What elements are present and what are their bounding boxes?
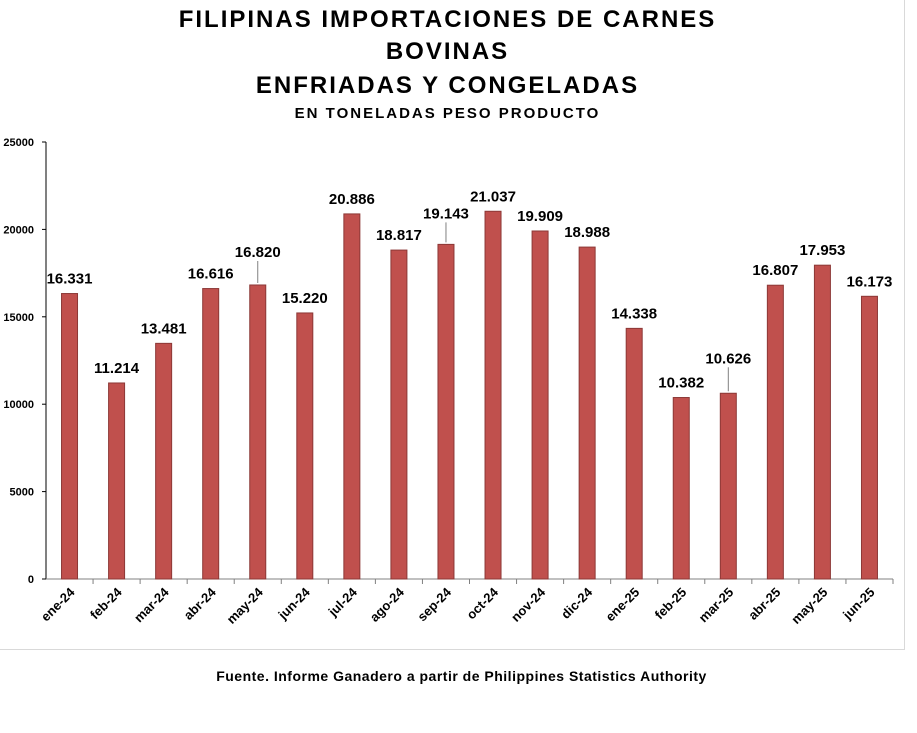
bar: [296, 312, 314, 580]
data-label: 16.173: [847, 273, 893, 290]
data-label: 16.616: [188, 266, 234, 283]
data-label: 10.626: [705, 350, 751, 367]
x-tick-label: mar-25: [696, 585, 737, 626]
x-tick-label: may-24: [224, 584, 267, 627]
x-tick-label: abr-25: [745, 585, 783, 623]
x-tick-label: dic-24: [558, 584, 596, 622]
bar: [578, 246, 596, 580]
data-label: 16.820: [235, 244, 281, 261]
bar: [61, 293, 79, 580]
x-tick-label: jul-24: [325, 584, 361, 620]
bar: [108, 382, 126, 580]
bar: [860, 295, 878, 580]
x-tick-label: abr-24: [181, 584, 220, 623]
bar: [155, 342, 173, 580]
data-label: 18.817: [376, 227, 422, 244]
data-label: 20.886: [329, 191, 375, 208]
y-tick-label: 0: [28, 574, 34, 586]
data-label: 14.338: [611, 305, 657, 322]
x-tick-label: sep-24: [414, 584, 454, 624]
y-tick-label: 20000: [3, 224, 34, 236]
bar: [766, 284, 784, 580]
x-tick-label: ene-25: [603, 585, 643, 625]
data-label: 18.988: [564, 224, 610, 241]
bar: [202, 288, 220, 580]
bar: [343, 213, 361, 580]
data-label: 16.807: [752, 262, 798, 279]
bar: [719, 392, 737, 580]
x-tick-label: nov-24: [508, 584, 549, 625]
bar: [249, 284, 267, 580]
chart-title-line-2: BOVINAS: [385, 38, 510, 65]
y-tick-label: 5000: [10, 487, 34, 499]
x-tick-label: feb-25: [652, 585, 690, 623]
y-tick-label: 25000: [3, 137, 34, 149]
x-tick-label: oct-24: [463, 584, 501, 622]
data-label: 16.331: [47, 271, 93, 288]
x-tick-label: ago-24: [367, 584, 408, 625]
bar: [625, 327, 643, 580]
data-label: 19.143: [423, 205, 469, 222]
x-tick-label: feb-24: [87, 584, 125, 622]
source-note: Fuente. Informe Ganadero a partir de Phi…: [216, 668, 707, 684]
data-label: 21.037: [470, 188, 516, 205]
x-tick-label: jun-24: [275, 584, 314, 623]
data-label: 13.481: [141, 320, 187, 337]
data-label: 17.953: [799, 242, 845, 259]
chart-title-line-1: FILIPINAS IMPORTACIONES DE CARNES: [178, 6, 717, 33]
bar: [813, 264, 831, 580]
data-label: 15.220: [282, 290, 328, 307]
x-tick-label: jun-25: [839, 585, 877, 623]
y-tick-label: 10000: [3, 399, 34, 411]
bar-chart: 0 5000 10000 15000 20000 25000 16.331 ene-24 11.…: [3, 137, 894, 627]
chart-subtitle: EN TONELADAS PESO PRODUCTO: [294, 105, 601, 122]
chart-frame: [0, 0, 905, 650]
x-tick-label: may-25: [788, 585, 830, 627]
bar: [437, 243, 455, 580]
bar: [531, 230, 549, 580]
bar: [672, 397, 690, 580]
data-label: 10.382: [658, 375, 704, 392]
bar: [484, 210, 502, 580]
data-label: 11.214: [94, 360, 140, 377]
data-label: 19.909: [517, 208, 563, 225]
x-tick-label: ene-24: [38, 584, 78, 624]
y-tick-label: 15000: [3, 312, 34, 324]
chart-title-line-3: ENFRIADAS Y CONGELADAS: [255, 72, 640, 99]
x-tick-label: mar-24: [131, 584, 172, 625]
bar: [390, 249, 408, 580]
